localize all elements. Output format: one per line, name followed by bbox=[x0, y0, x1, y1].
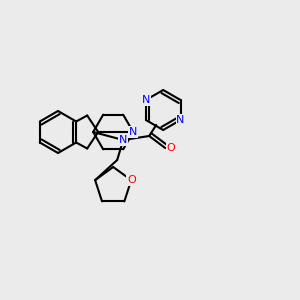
Text: N: N bbox=[176, 115, 185, 125]
Text: O: O bbox=[127, 175, 136, 185]
Text: N: N bbox=[129, 127, 137, 137]
Text: N: N bbox=[119, 135, 128, 145]
Text: N: N bbox=[142, 95, 150, 105]
Text: O: O bbox=[167, 143, 176, 153]
Text: N: N bbox=[129, 127, 137, 137]
